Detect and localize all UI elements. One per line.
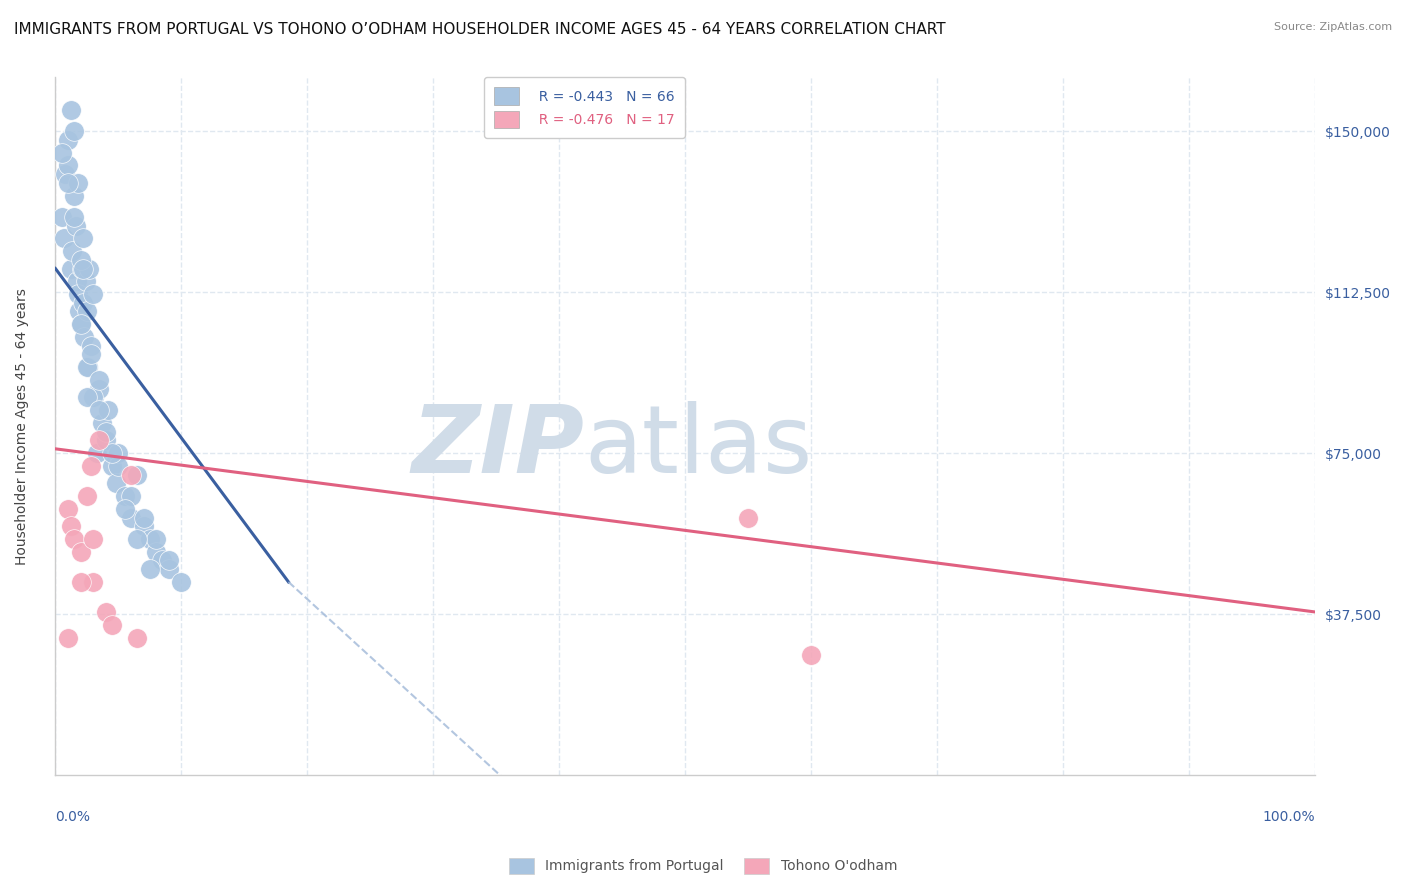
Point bbox=[67, 176, 90, 190]
Point bbox=[79, 458, 101, 473]
Point bbox=[60, 244, 83, 259]
Point bbox=[101, 618, 124, 632]
Point bbox=[51, 145, 73, 160]
Point bbox=[73, 330, 96, 344]
Point bbox=[91, 416, 114, 430]
Point bbox=[69, 318, 91, 332]
Point bbox=[72, 261, 94, 276]
Point bbox=[152, 553, 174, 567]
Point bbox=[69, 252, 91, 267]
Point bbox=[53, 231, 76, 245]
Point bbox=[89, 382, 111, 396]
Point bbox=[79, 339, 101, 353]
Point bbox=[127, 631, 149, 645]
Point bbox=[82, 287, 104, 301]
Point bbox=[94, 434, 117, 448]
Text: 0.0%: 0.0% bbox=[55, 810, 90, 824]
Point bbox=[94, 605, 117, 619]
Point bbox=[66, 274, 89, 288]
Point bbox=[800, 648, 823, 662]
Point bbox=[56, 176, 79, 190]
Text: Source: ZipAtlas.com: Source: ZipAtlas.com bbox=[1274, 22, 1392, 32]
Point bbox=[67, 304, 90, 318]
Point bbox=[76, 489, 98, 503]
Point bbox=[82, 390, 104, 404]
Point bbox=[56, 158, 79, 172]
Legend:   R = -0.443   N = 66,   R = -0.476   N = 17: R = -0.443 N = 66, R = -0.476 N = 17 bbox=[485, 78, 685, 138]
Legend: Immigrants from Portugal, Tohono O'odham: Immigrants from Portugal, Tohono O'odham bbox=[502, 851, 904, 880]
Point bbox=[101, 446, 124, 460]
Point bbox=[59, 519, 82, 533]
Point bbox=[89, 373, 111, 387]
Point bbox=[69, 318, 91, 332]
Point bbox=[120, 510, 142, 524]
Point bbox=[145, 545, 167, 559]
Point bbox=[170, 574, 193, 589]
Point bbox=[72, 231, 94, 245]
Point bbox=[59, 261, 82, 276]
Point bbox=[127, 532, 149, 546]
Point bbox=[65, 219, 87, 233]
Point bbox=[59, 103, 82, 117]
Point bbox=[89, 434, 111, 448]
Point bbox=[101, 458, 124, 473]
Point bbox=[63, 532, 86, 546]
Point bbox=[55, 167, 77, 181]
Point bbox=[63, 188, 86, 202]
Point bbox=[69, 545, 91, 559]
Point bbox=[145, 532, 167, 546]
Point bbox=[132, 510, 155, 524]
Point bbox=[737, 510, 759, 524]
Point bbox=[76, 304, 98, 318]
Point bbox=[120, 489, 142, 503]
Text: IMMIGRANTS FROM PORTUGAL VS TOHONO O’ODHAM HOUSEHOLDER INCOME AGES 45 - 64 YEARS: IMMIGRANTS FROM PORTUGAL VS TOHONO O’ODH… bbox=[14, 22, 946, 37]
Point bbox=[83, 390, 105, 404]
Point bbox=[79, 261, 101, 276]
Y-axis label: Householder Income Ages 45 - 64 years: Householder Income Ages 45 - 64 years bbox=[15, 288, 30, 565]
Point bbox=[139, 562, 162, 576]
Point bbox=[114, 502, 136, 516]
Point bbox=[76, 360, 98, 375]
Point bbox=[63, 210, 86, 224]
Point bbox=[63, 124, 86, 138]
Text: atlas: atlas bbox=[585, 401, 813, 493]
Point bbox=[107, 446, 129, 460]
Point bbox=[127, 467, 149, 482]
Point bbox=[97, 403, 120, 417]
Text: ZIP: ZIP bbox=[412, 401, 585, 493]
Point bbox=[157, 562, 180, 576]
Point bbox=[72, 296, 94, 310]
Point bbox=[104, 476, 127, 491]
Point bbox=[107, 458, 129, 473]
Point bbox=[82, 532, 104, 546]
Point bbox=[86, 446, 108, 460]
Point bbox=[56, 631, 79, 645]
Point bbox=[139, 532, 162, 546]
Point bbox=[120, 467, 142, 482]
Point bbox=[132, 519, 155, 533]
Point bbox=[157, 553, 180, 567]
Point bbox=[69, 574, 91, 589]
Point bbox=[94, 425, 117, 439]
Text: 100.0%: 100.0% bbox=[1263, 810, 1315, 824]
Point bbox=[70, 261, 93, 276]
Point bbox=[76, 390, 98, 404]
Point bbox=[51, 210, 73, 224]
Point bbox=[114, 489, 136, 503]
Point bbox=[56, 133, 79, 147]
Point bbox=[75, 274, 97, 288]
Point bbox=[77, 360, 100, 375]
Point bbox=[56, 502, 79, 516]
Point bbox=[67, 287, 90, 301]
Point bbox=[89, 403, 111, 417]
Point bbox=[79, 347, 101, 361]
Point bbox=[82, 574, 104, 589]
